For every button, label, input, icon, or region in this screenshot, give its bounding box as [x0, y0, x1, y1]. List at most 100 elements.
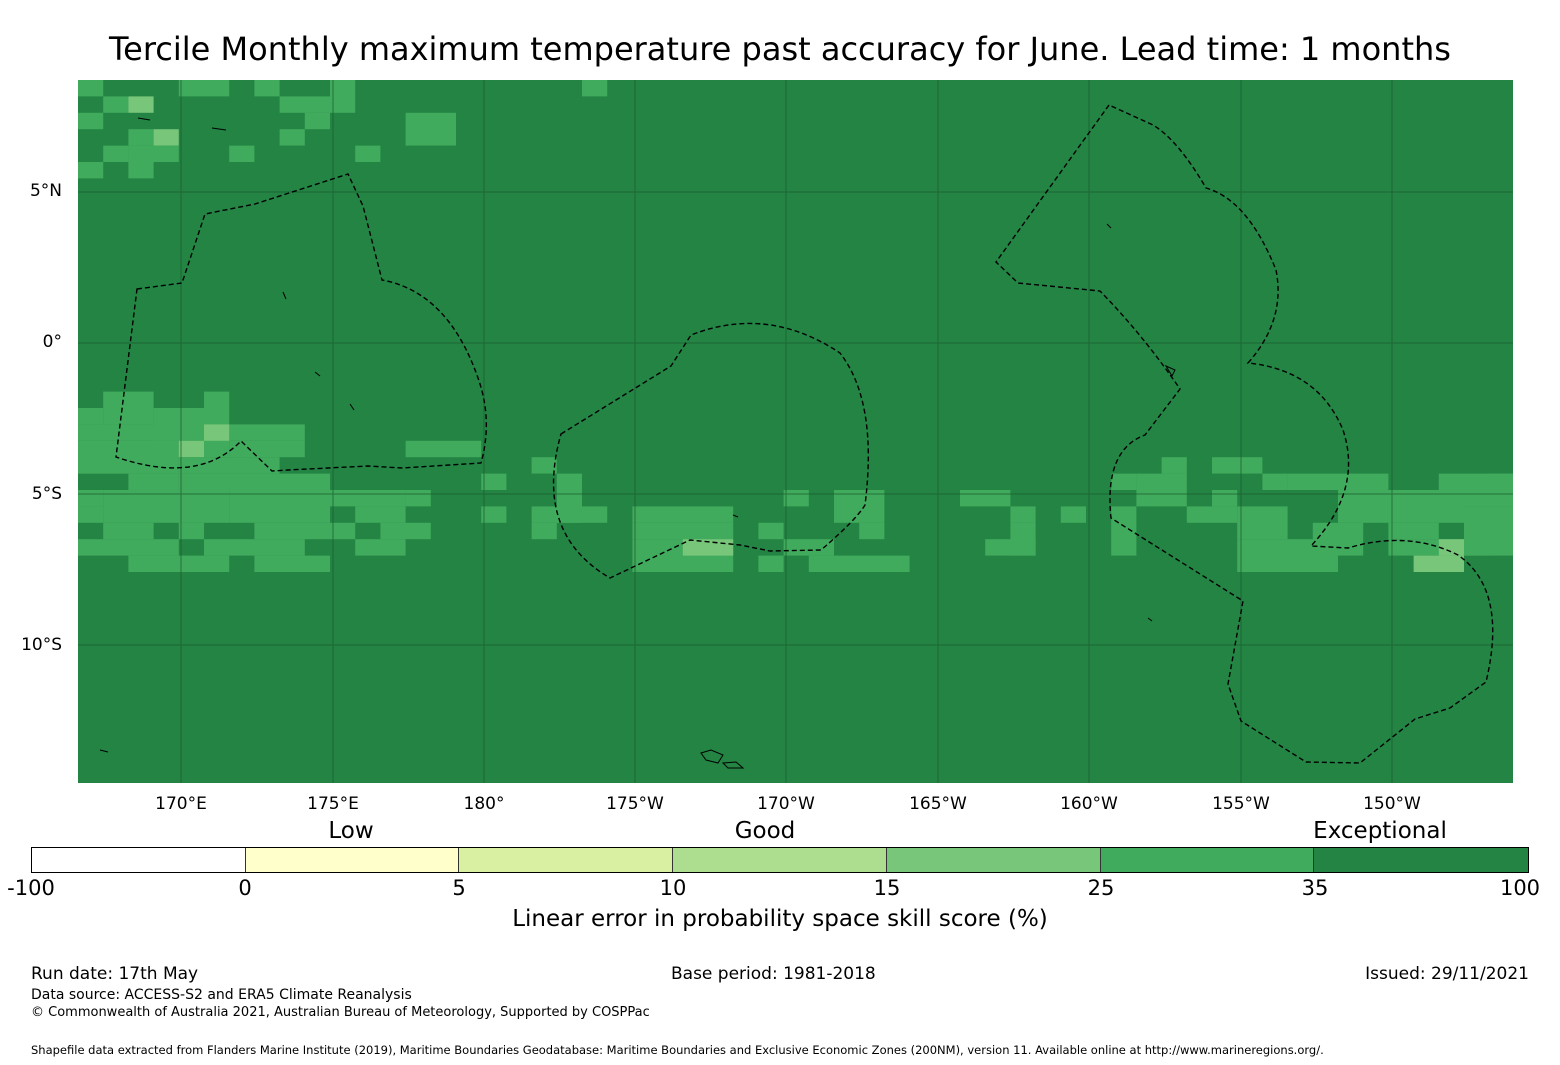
skill-cell	[78, 506, 104, 523]
skill-cell	[808, 555, 834, 572]
skill-cell	[1136, 473, 1187, 507]
skill-cell	[78, 112, 104, 130]
skill-cell	[960, 490, 1011, 507]
skill-cell	[304, 112, 330, 130]
colorbar-label: Linear error in probability space skill …	[512, 906, 1048, 932]
skill-cell	[78, 162, 104, 179]
colorbar-tick: 15	[873, 876, 901, 900]
lon-label-160w: 160°W	[1060, 794, 1118, 814]
lon-label-170e: 170°E	[155, 794, 207, 814]
lat-label-5n: 5°N	[29, 181, 62, 201]
lat-label-0: 0°	[42, 332, 62, 352]
skill-cell	[153, 129, 179, 146]
skill-cell	[380, 522, 431, 540]
skill-score-map	[78, 80, 1513, 783]
lon-label-175w: 175°W	[606, 794, 664, 814]
skill-cell	[405, 112, 456, 146]
skill-cell	[355, 506, 406, 523]
skill-cell	[1186, 506, 1238, 523]
copyright: © Commonwealth of Australia 2021, Austra…	[31, 1005, 650, 1020]
skill-cell	[758, 555, 784, 572]
skill-cell	[178, 473, 330, 490]
skill-cell	[1489, 473, 1513, 490]
eez-kiribati-gilbert	[115, 173, 487, 472]
lon-label-165w: 165°W	[909, 794, 967, 814]
colorbar-segment	[1314, 848, 1529, 872]
lat-label-10s: 10°S	[21, 635, 62, 655]
skill-cell	[834, 555, 910, 572]
skill-cell	[330, 80, 356, 113]
skill-cell	[355, 145, 381, 162]
skill-cell	[128, 162, 154, 179]
skill-cell	[279, 96, 330, 113]
skill-cell	[859, 522, 885, 540]
skill-cell	[1212, 457, 1263, 474]
skill-cell	[254, 522, 356, 540]
legend-low: Low	[328, 818, 374, 844]
lon-label-155w: 155°W	[1212, 794, 1270, 814]
legend-exceptional: Exceptional	[1313, 818, 1447, 844]
skill-cell	[128, 555, 230, 572]
skill-cell	[78, 408, 104, 425]
skill-cell	[481, 473, 507, 490]
skill-cell	[1212, 490, 1238, 507]
colorbar-segment	[245, 848, 460, 872]
skill-cell	[279, 129, 305, 146]
skill-cell	[531, 457, 557, 474]
skill-cell	[78, 457, 129, 474]
skill-cell	[204, 539, 305, 556]
shapefile-credit: Shapefile data extracted from Flanders M…	[31, 1043, 1324, 1057]
skill-cell	[1312, 522, 1364, 556]
skill-cell	[128, 129, 154, 146]
skill-cell	[128, 145, 179, 162]
skill-cell	[1464, 506, 1513, 556]
colorbar	[31, 847, 1529, 873]
skill-cell	[1287, 473, 1389, 490]
skill-cell	[985, 539, 1036, 556]
islands	[99, 117, 1176, 769]
skill-cell	[531, 522, 557, 540]
skill-cell	[78, 490, 104, 507]
skill-cell	[78, 424, 305, 441]
eez-tokelau-samoa	[552, 322, 869, 579]
skill-cell	[632, 522, 734, 540]
skill-cell	[78, 539, 179, 556]
graticule	[78, 80, 1513, 783]
eez-kiribati-line	[995, 104, 1494, 764]
map-title: Tercile Monthly maximum temperature past…	[109, 30, 1451, 68]
skill-cell	[103, 522, 154, 540]
colorbar-tick: 10	[659, 876, 687, 900]
skill-cell	[1262, 473, 1288, 490]
skill-cell	[254, 555, 330, 572]
skill-cell	[178, 522, 204, 540]
skill-cell	[1060, 506, 1086, 523]
skill-cell	[834, 490, 885, 523]
skill-cell	[481, 506, 507, 523]
skill-cell	[582, 80, 608, 97]
skill-cell	[758, 522, 784, 540]
skill-cell	[330, 490, 406, 507]
skill-cell	[128, 96, 154, 113]
issued-date: Issued: 29/11/2021	[1365, 964, 1529, 984]
lon-label-180: 180°	[463, 794, 505, 814]
map-background	[78, 80, 1513, 783]
colorbar-segment	[1100, 848, 1315, 872]
colorbar-segment	[673, 848, 887, 872]
lat-label-5s: 5°S	[31, 484, 62, 504]
skill-cell	[204, 424, 230, 441]
skill-cell	[204, 391, 230, 408]
lon-label-150w: 150°W	[1363, 794, 1421, 814]
base-period: Base period: 1981-2018	[671, 964, 876, 984]
legend-good: Good	[734, 818, 796, 844]
skill-cell	[254, 80, 280, 97]
skill-cell	[103, 391, 154, 425]
colorbar-tick: 100	[1499, 876, 1541, 900]
skill-cell	[405, 440, 482, 458]
colorbar-tick: -100	[7, 876, 55, 900]
skill-cell	[783, 490, 809, 507]
skill-cell	[103, 96, 129, 113]
colorbar-segment	[459, 848, 674, 872]
colorbar-tick: 35	[1301, 876, 1329, 900]
colorbar-tick: 25	[1087, 876, 1115, 900]
skill-cell	[1388, 522, 1439, 540]
